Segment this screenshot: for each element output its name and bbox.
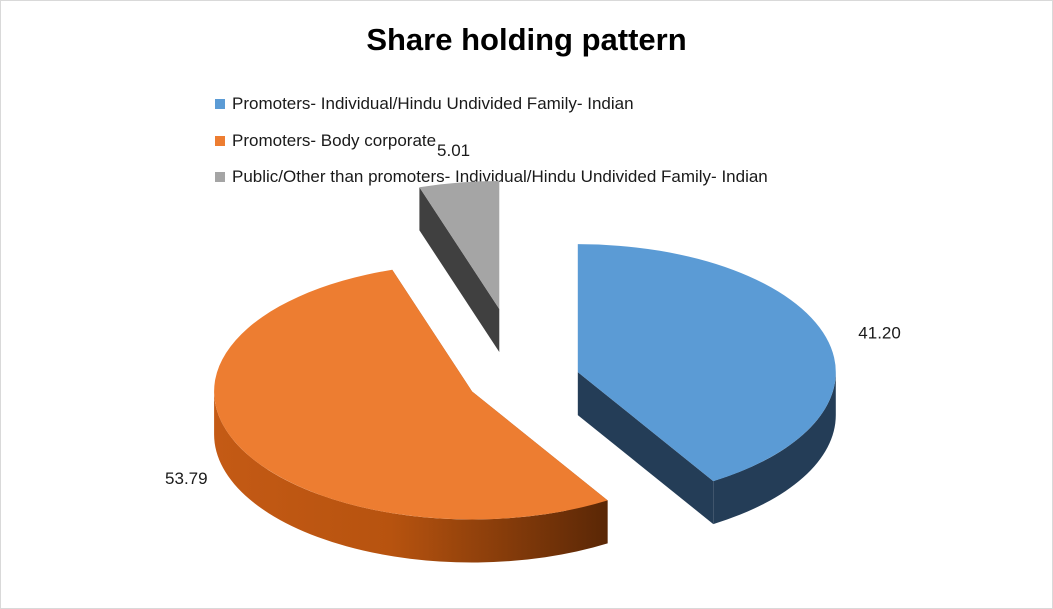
legend-item-promoters-body-corporate: Promoters- Body corporate — [215, 123, 768, 160]
legend-item-promoters-individual: Promoters- Individual/Hindu Undivided Fa… — [215, 86, 768, 123]
slice-side — [713, 372, 836, 525]
slice-top — [577, 244, 836, 482]
chart-legend: Promoters- Individual/Hindu Undivided Fa… — [215, 86, 768, 196]
slice-top — [419, 180, 500, 309]
data-label: 5.01 — [437, 141, 470, 160]
data-label: 41.20 — [858, 324, 901, 343]
slice-wall — [577, 372, 714, 525]
legend-swatch — [215, 172, 225, 183]
pie-slices — [214, 180, 836, 563]
pie-data-labels: 41.20 53.79 5.01 — [165, 141, 901, 488]
legend-label: Promoters- Body corporate — [232, 130, 437, 150]
pie-slice-public-individual — [419, 180, 500, 352]
slice-top — [214, 269, 608, 520]
legend-item-public-individual: Public/Other than promoters- Individual/… — [215, 159, 768, 196]
pie-slice-promoters-body-corporate — [214, 269, 608, 563]
legend-swatch — [215, 135, 225, 146]
legend-swatch — [215, 99, 225, 110]
slice-side — [214, 391, 608, 563]
slice-wall — [419, 187, 500, 352]
legend-label: Promoters- Individual/Hindu Undivided Fa… — [232, 94, 634, 114]
data-label: 53.79 — [165, 469, 208, 488]
chart-title: Share holding pattern — [366, 22, 687, 57]
pie-slice-promoters-individual — [577, 244, 836, 525]
legend-label: Public/Other than promoters- Individual/… — [232, 167, 768, 187]
